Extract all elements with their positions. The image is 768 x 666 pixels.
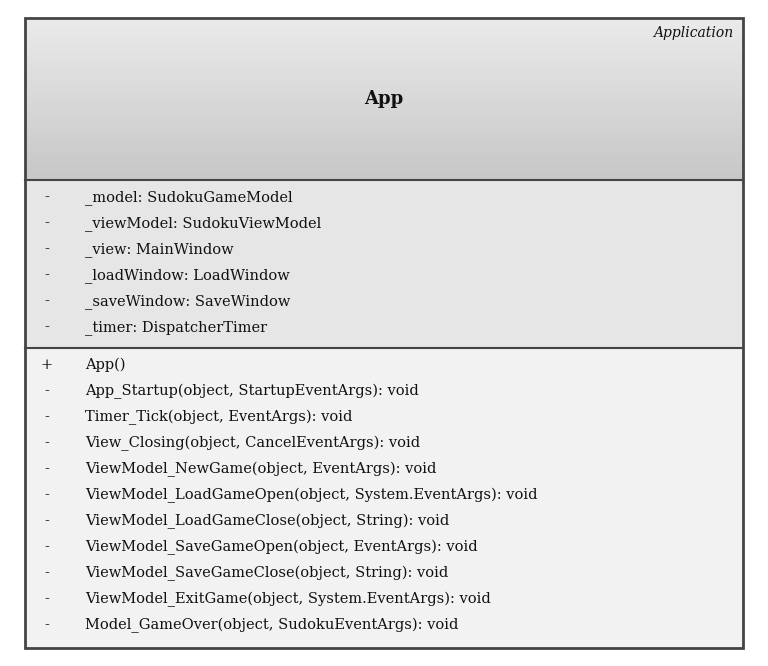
Text: App: App — [364, 90, 404, 108]
Bar — [25, 348, 743, 648]
Text: -: - — [45, 410, 49, 424]
Text: ViewModel_SaveGameOpen(object, EventArgs): void: ViewModel_SaveGameOpen(object, EventArgs… — [85, 540, 478, 555]
Text: View_Closing(object, CancelEventArgs): void: View_Closing(object, CancelEventArgs): v… — [85, 436, 420, 452]
Text: -: - — [45, 592, 49, 606]
Text: Application: Application — [653, 26, 733, 40]
Text: _view: MainWindow: _view: MainWindow — [85, 242, 233, 257]
Text: -: - — [45, 242, 49, 256]
Text: -: - — [45, 190, 49, 204]
Text: +: + — [41, 358, 53, 372]
Text: ViewModel_ExitGame(object, System.EventArgs): void: ViewModel_ExitGame(object, System.EventA… — [85, 592, 491, 607]
Text: ViewModel_LoadGameOpen(object, System.EventArgs): void: ViewModel_LoadGameOpen(object, System.Ev… — [85, 488, 538, 503]
Text: App(): App() — [85, 358, 125, 372]
Text: -: - — [45, 384, 49, 398]
Text: -: - — [45, 540, 49, 554]
Text: _saveWindow: SaveWindow: _saveWindow: SaveWindow — [85, 294, 290, 309]
Text: App_Startup(object, StartupEventArgs): void: App_Startup(object, StartupEventArgs): v… — [85, 384, 419, 399]
Text: -: - — [45, 216, 49, 230]
Text: -: - — [45, 320, 49, 334]
Text: -: - — [45, 436, 49, 450]
Text: -: - — [45, 462, 49, 476]
Text: Timer_Tick(object, EventArgs): void: Timer_Tick(object, EventArgs): void — [85, 410, 353, 426]
Bar — [25, 180, 743, 348]
Text: -: - — [45, 566, 49, 580]
Text: Model_GameOver(object, SudokuEventArgs): void: Model_GameOver(object, SudokuEventArgs):… — [85, 618, 458, 633]
Text: -: - — [45, 514, 49, 528]
Text: _timer: DispatcherTimer: _timer: DispatcherTimer — [85, 320, 267, 335]
Text: -: - — [45, 268, 49, 282]
Text: ViewModel_SaveGameClose(object, String): void: ViewModel_SaveGameClose(object, String):… — [85, 566, 449, 581]
Text: -: - — [45, 488, 49, 502]
Text: _model: SudokuGameModel: _model: SudokuGameModel — [85, 190, 293, 205]
Text: -: - — [45, 618, 49, 632]
Text: -: - — [45, 294, 49, 308]
Text: ViewModel_NewGame(object, EventArgs): void: ViewModel_NewGame(object, EventArgs): vo… — [85, 462, 436, 478]
Text: _loadWindow: LoadWindow: _loadWindow: LoadWindow — [85, 268, 290, 283]
Text: _viewModel: SudokuViewModel: _viewModel: SudokuViewModel — [85, 216, 321, 231]
Text: ViewModel_LoadGameClose(object, String): void: ViewModel_LoadGameClose(object, String):… — [85, 514, 449, 529]
